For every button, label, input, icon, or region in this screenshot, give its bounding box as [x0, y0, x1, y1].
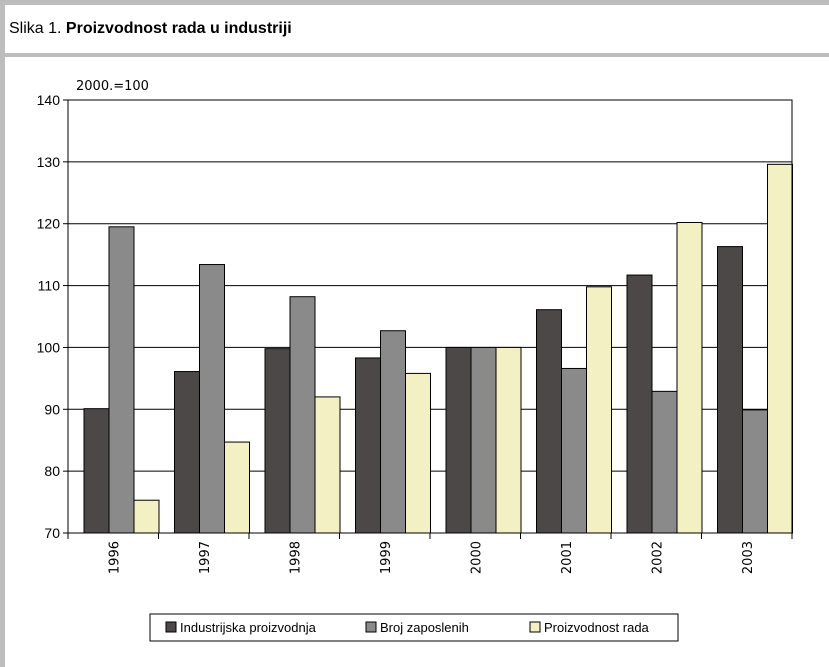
- bar-1999-3: [405, 372, 431, 534]
- bar-1999-2: [380, 330, 406, 534]
- x-tick-label-1999: 1999: [379, 541, 394, 574]
- bar-2001-2: [561, 367, 587, 534]
- bar-1996-2: [108, 226, 135, 534]
- y-tick-label-90: 90: [44, 401, 60, 417]
- bars: [83, 163, 793, 534]
- x-tick-label-1997: 1997: [198, 541, 213, 574]
- legend: Industrijska proizvodnja Broj zaposlenih P…: [149, 613, 679, 642]
- bar-1998-3: [314, 396, 341, 534]
- bar-1999-1: [355, 357, 381, 534]
- x-tick-label-2003: 2003: [741, 541, 756, 574]
- chart-title: Proizvodnost rada u industriji: [65, 20, 292, 37]
- bar-1998-2: [289, 296, 316, 534]
- x-tick-label-2002: 2002: [650, 541, 665, 574]
- legend-swatch-2: [365, 621, 377, 633]
- legend-label-1: Industrijska proizvodnja: [180, 620, 317, 635]
- bar-2001-3: [586, 286, 612, 534]
- bar-2002-3: [676, 221, 703, 534]
- bar-2000-3: [495, 346, 522, 534]
- x-tick-label-2001: 2001: [560, 541, 575, 574]
- bar-1997-2: [199, 264, 225, 534]
- unit-label: 2000.=100: [76, 79, 149, 94]
- x-tick-label-1998: 1998: [288, 541, 303, 574]
- bar-2003-3: [767, 163, 793, 534]
- y-tick-label-120: 120: [37, 216, 61, 232]
- bar-2002-1: [626, 274, 653, 534]
- y-tick-label-70: 70: [44, 525, 60, 541]
- bar-2000-2: [470, 346, 497, 534]
- y-tick-label-80: 80: [44, 463, 60, 479]
- figure-caption: Slika 1. Proizvodnost rada u industriji: [5, 5, 829, 57]
- y-tick-label-140: 140: [37, 92, 61, 108]
- bar-1997-3: [224, 441, 250, 534]
- legend-swatch-3: [529, 621, 541, 633]
- legend-label-2: Broj zaposlenih: [380, 620, 469, 635]
- caption-prefix: Slika 1.: [9, 20, 66, 37]
- bar-1996-1: [83, 408, 110, 534]
- legend-box: [149, 613, 679, 642]
- bar-2003-2: [742, 409, 768, 534]
- bar-2002-2: [651, 390, 678, 534]
- bar-2000-1: [445, 346, 472, 534]
- bar-1997-1: [174, 371, 200, 534]
- y-tick-label-100: 100: [37, 339, 61, 355]
- x-tick-label-1996: 1996: [107, 541, 122, 574]
- x-tick-label-2000: 2000: [469, 541, 484, 574]
- bar-2003-1: [717, 246, 743, 534]
- axes: 70 80 90 100 110 120 130 140 1996 1997 1998 1999 200…: [37, 92, 793, 574]
- legend-label-3: Proizvodnost rada: [544, 620, 650, 635]
- y-tick-label-130: 130: [37, 154, 61, 170]
- legend-swatch-1: [165, 621, 177, 633]
- bar-1996-3: [133, 499, 160, 534]
- bar-2001-1: [536, 309, 562, 534]
- y-tick-label-110: 110: [38, 278, 61, 294]
- bar-1998-1: [264, 348, 291, 534]
